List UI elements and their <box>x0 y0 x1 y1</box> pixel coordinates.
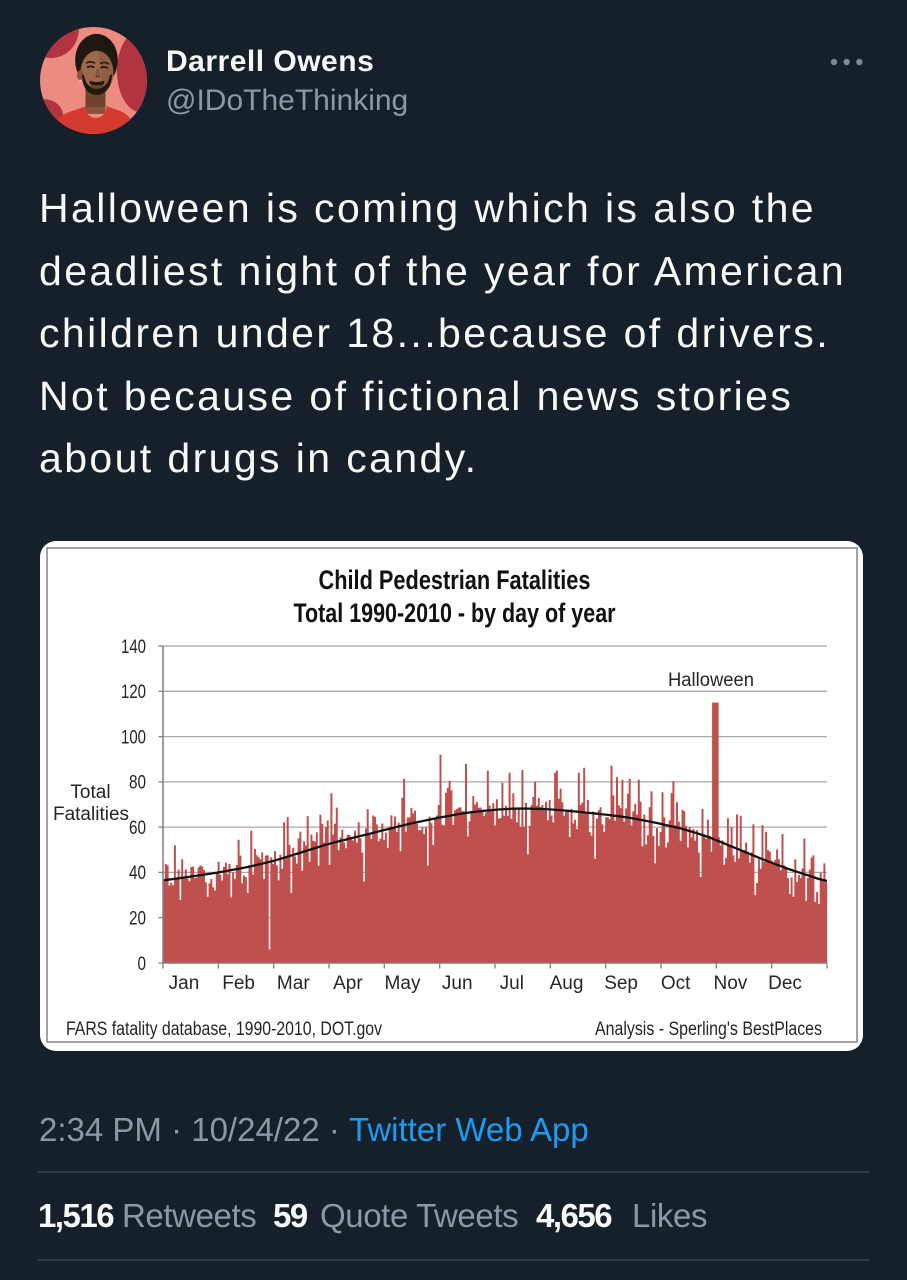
svg-text:Oct: Oct <box>661 973 691 994</box>
svg-text:60: 60 <box>129 818 146 839</box>
svg-text:Sep: Sep <box>604 973 638 994</box>
svg-text:Aug: Aug <box>550 973 584 994</box>
svg-text:May: May <box>385 973 421 994</box>
svg-text:Jun: Jun <box>442 973 473 994</box>
svg-text:Nov: Nov <box>714 973 748 994</box>
svg-text:Analysis - Sperling's BestPlac: Analysis - Sperling's BestPlaces <box>595 1019 822 1040</box>
svg-text:20: 20 <box>129 909 146 930</box>
svg-text:Jan: Jan <box>169 973 200 994</box>
svg-text:Mar: Mar <box>277 973 310 994</box>
svg-text:40: 40 <box>129 863 146 884</box>
svg-text:120: 120 <box>121 682 146 703</box>
svg-text:140: 140 <box>121 637 146 658</box>
svg-text:FARS fatality database, 1990-2: FARS fatality database, 1990-2010, DOT.g… <box>66 1019 382 1040</box>
svg-text:Jul: Jul <box>500 973 524 994</box>
svg-text:Dec: Dec <box>768 973 802 994</box>
svg-text:Feb: Feb <box>222 973 255 994</box>
svg-text:Fatalities: Fatalities <box>53 804 129 825</box>
svg-text:0: 0 <box>138 954 147 975</box>
svg-text:Child Pedestrian Fatalities: Child Pedestrian Fatalities <box>319 565 591 595</box>
svg-text:Total 1990-2010 - by day of ye: Total 1990-2010 - by day of year <box>294 598 616 628</box>
svg-text:Apr: Apr <box>333 973 363 994</box>
svg-text:100: 100 <box>121 727 146 748</box>
svg-text:Total: Total <box>70 782 110 803</box>
svg-text:80: 80 <box>129 773 146 794</box>
svg-text:Halloween: Halloween <box>668 670 754 691</box>
